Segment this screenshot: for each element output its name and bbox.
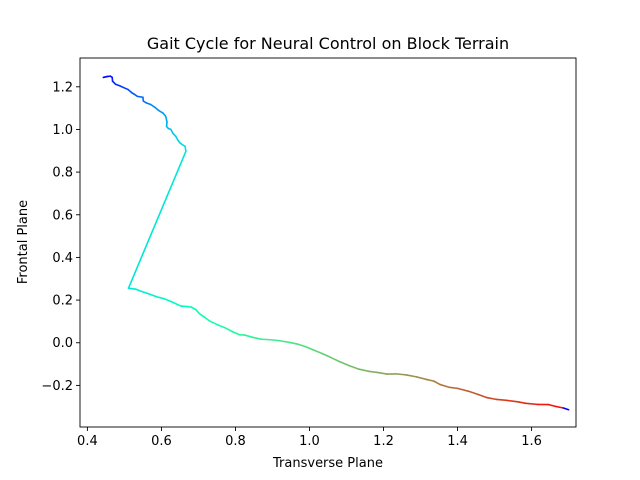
- y-tick-label: 0.6: [52, 208, 73, 223]
- trajectory-segment: [289, 341, 299, 345]
- trajectory-segment: [232, 331, 241, 336]
- trajectory-segment: [148, 293, 158, 298]
- trajectory-segment: [358, 368, 370, 373]
- x-tick-label: 1.2: [373, 434, 394, 449]
- trajectory-segment: [312, 349, 323, 355]
- x-tick-label: 1.6: [521, 434, 542, 449]
- trajectory-segment: [296, 343, 307, 348]
- trajectory-segment: [415, 376, 428, 381]
- trajectory-segment: [184, 145, 187, 153]
- trajectory-segment: [376, 371, 388, 375]
- trajectory-segment: [505, 399, 519, 403]
- trajectory-segment: [456, 387, 470, 392]
- trajectory-segment: [175, 303, 182, 307]
- y-axis-ticks: −0.2 0.0 0.2 0.4 0.6 0.8 1.0 1.2: [41, 80, 80, 394]
- y-tick-label: 1.0: [52, 123, 73, 138]
- trajectory-segment: [405, 374, 418, 378]
- x-tick-label: 0.4: [77, 434, 98, 449]
- trajectory-segment: [425, 378, 435, 382]
- trajectory-segment: [517, 401, 527, 405]
- x-axis-label: Transverse Plane: [272, 456, 383, 471]
- trajectory-segment: [127, 287, 137, 291]
- plot-content: [102, 75, 570, 411]
- trajectory-segment: [136, 95, 144, 99]
- y-tick-label: −0.2: [41, 379, 73, 394]
- y-axis-label: Frontal Plane: [16, 200, 31, 284]
- y-tick-label: 0.2: [52, 294, 73, 309]
- trajectory-segment: [269, 338, 280, 342]
- trajectory-segment: [195, 308, 201, 315]
- trajectory-segment: [304, 345, 315, 351]
- trajectory-segment: [495, 398, 508, 402]
- x-tick-label: 1.0: [299, 434, 320, 449]
- trajectory-segment: [259, 338, 272, 341]
- trajectory-segment: [140, 290, 150, 295]
- y-tick-label: 0.0: [52, 336, 73, 351]
- trajectory-segment: [439, 383, 451, 389]
- y-tick-label: 1.2: [52, 80, 73, 95]
- trajectory-segment: [122, 86, 129, 91]
- trajectory-segment: [448, 386, 459, 390]
- x-tick-label: 0.8: [225, 434, 246, 449]
- trajectory-segment: [367, 370, 379, 374]
- trajectory-segment: [157, 109, 164, 114]
- trajectory-segment: [243, 334, 253, 339]
- trajectory-segment: [547, 403, 557, 408]
- trajectory-segment: [209, 320, 219, 326]
- trajectory-segment: [156, 296, 166, 300]
- trajectory-segment: [339, 360, 351, 367]
- trajectory-segment: [395, 373, 408, 376]
- trajectory-segment: [163, 298, 172, 303]
- plot-frame: [79, 57, 577, 428]
- x-axis-ticks: 0.4 0.6 0.8 1.0 1.2 1.4 1.6: [77, 427, 542, 449]
- trajectory-segment: [127, 150, 187, 289]
- trajectory-segment: [477, 393, 488, 399]
- trajectory-segment: [251, 336, 262, 340]
- trajectory-segment: [203, 316, 211, 323]
- trajectory-segment: [278, 339, 292, 344]
- chart-title: Gait Cycle for Neural Control on Block T…: [147, 34, 509, 53]
- x-tick-label: 0.6: [151, 434, 172, 449]
- trajectory-segment: [127, 88, 133, 94]
- trajectory-segment: [467, 390, 479, 396]
- trajectory-segment: [562, 407, 570, 411]
- trajectory-segment: [190, 306, 197, 311]
- trajectory-segment: [485, 396, 498, 401]
- trajectory-segment: [169, 300, 178, 305]
- y-tick-label: 0.4: [52, 251, 73, 266]
- trajectory-segment: [320, 352, 331, 358]
- y-tick-label: 0.8: [52, 166, 73, 181]
- trajectory-segment: [216, 324, 226, 329]
- trajectory-segment: [348, 364, 360, 371]
- trajectory-segment: [433, 380, 441, 386]
- trajectory-segment: [329, 356, 341, 363]
- trajectory-segment: [524, 402, 538, 406]
- trajectory-segment: [198, 312, 206, 318]
- trajectory-segment: [555, 405, 565, 409]
- trajectory-segment: [224, 327, 234, 333]
- trajectory-segment: [149, 103, 156, 109]
- trajectory-segment: [135, 288, 143, 293]
- x-tick-label: 1.4: [447, 434, 468, 449]
